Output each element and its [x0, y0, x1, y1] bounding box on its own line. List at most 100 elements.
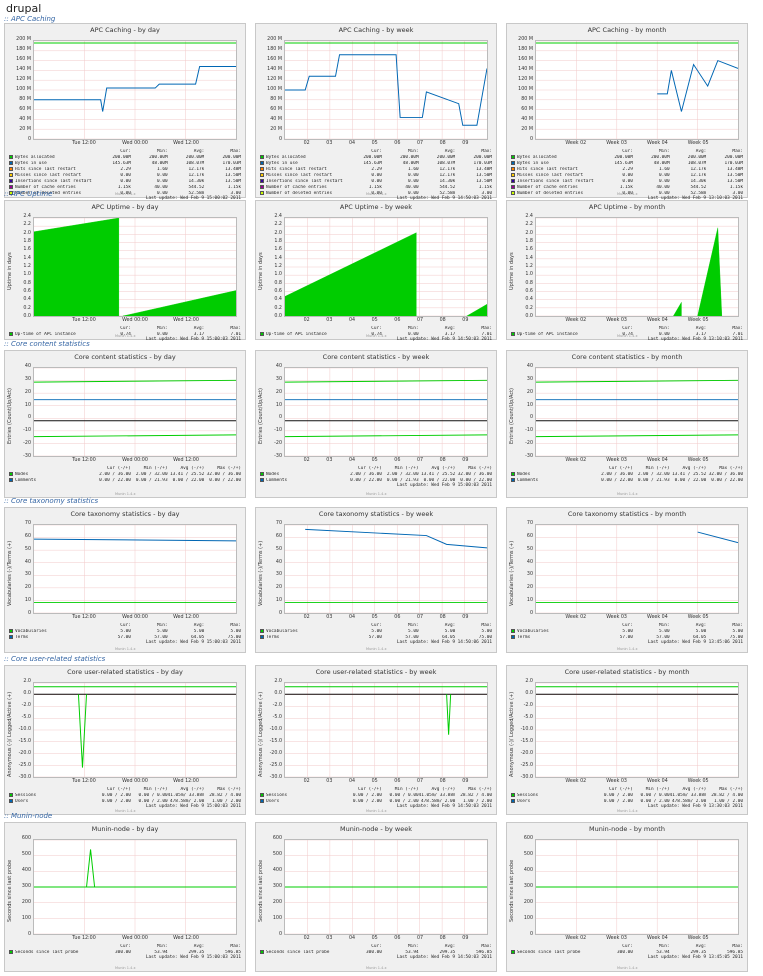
plot-svg — [34, 41, 236, 139]
series-nodes-plus — [285, 379, 487, 383]
y-tick-label: -10.0 — [520, 727, 533, 732]
legend-series-name: Bytes allocated — [517, 154, 557, 160]
legend-column-header: Min (-/+) — [143, 786, 168, 792]
legend-swatch — [511, 167, 515, 171]
y-tick-label: 120 M — [518, 77, 533, 82]
legend-series-name: Insertions since last restart — [15, 178, 92, 184]
y-axis-label: Seconds since last probe — [509, 859, 515, 923]
munin-footer-tag: Munin 1.4.x — [115, 647, 136, 651]
y-tick-label: 1.8 — [274, 239, 282, 244]
legend-swatch — [511, 478, 515, 482]
legend-column-header: Avg: — [695, 148, 707, 154]
series-terms — [305, 528, 487, 549]
y-tick-label: 200 M — [16, 37, 31, 42]
plot-area — [33, 40, 237, 140]
graph-panel[interactable]: Core user-related statistics - by month A… — [506, 665, 748, 815]
plot-svg — [536, 218, 738, 316]
legend-value: 0.00 — [371, 178, 382, 184]
section-title[interactable]: :: Core user-related statistics — [4, 655, 106, 663]
graph-panel[interactable]: Core user-related statistics - by day Ano… — [4, 665, 246, 815]
legend-value: 0.00 — [408, 331, 419, 337]
plot-svg — [34, 525, 236, 613]
x-tick-label: Week 02 — [565, 318, 587, 323]
legend-row: Number of deleted entries 0.00 0.00 52.58m 3… — [260, 190, 492, 196]
graph-panel[interactable]: Core user-related statistics - by week An… — [255, 665, 497, 815]
legend-column-header: Max: — [732, 148, 743, 154]
graph-panel[interactable]: Core taxonomy statistics - by week Vocabu… — [255, 507, 497, 653]
graph-panel[interactable]: Core content statistics - by week Entries… — [255, 350, 497, 498]
y-tick-label: 80 M — [19, 97, 31, 102]
legend-value: 28.82 / 4.00 — [209, 792, 242, 798]
graph-panel[interactable]: Munin-node - by week Seconds since last p… — [255, 822, 497, 972]
legend-value: 1.15k — [729, 184, 744, 190]
legend-value: 0.00 / 0.00 — [389, 792, 419, 798]
legend-row: Insertions since last restart 0.00 0.00 14.… — [511, 178, 743, 184]
y-tick-label: 40 M — [521, 117, 533, 122]
legend-swatch — [511, 191, 515, 195]
graph-panel[interactable]: Core content statistics - by month Entrie… — [506, 350, 748, 498]
y-tick-label: 0 — [278, 415, 282, 421]
legend-value: 5.00 — [481, 628, 493, 634]
graph-panel[interactable]: Munin-node - by month Seconds since last … — [506, 822, 748, 972]
legend-value: 0.00 / 21.93 — [135, 477, 168, 483]
legend: Cur: Min: Avg: Max: Seconds since last probe… — [511, 943, 743, 961]
legend: Cur (-/+) Min (-/+) Avg (-/+) Max (-/+) Sess… — [511, 786, 743, 810]
y-tick-label: 60 — [24, 533, 31, 539]
legend-row: Up-time of APC instance 0.74 0.00 3.17 7.01 — [511, 331, 743, 337]
legend-swatch — [9, 629, 13, 633]
legend: Cur: Min: Avg: Max: Seconds since last probe… — [260, 943, 492, 961]
graph-panel[interactable]: Core taxonomy statistics - by month Vocab… — [506, 507, 748, 653]
legend-value: 0.00 — [371, 190, 382, 196]
x-tick-label: Week 04 — [647, 458, 668, 463]
x-tick-label: 03 — [326, 936, 333, 941]
legend-value: 1.15k — [478, 184, 493, 190]
legend-value: 14.30k — [690, 178, 707, 184]
legend-value: 1.00 / 2.00 — [462, 798, 493, 804]
legend-value: 64.05 — [442, 634, 456, 640]
y-tick-label: 40 — [526, 364, 533, 369]
x-tick-label: 09 — [462, 318, 469, 323]
graph-panel[interactable]: APC Caching - by day 200 M 180 M 160 M 140 M… — [4, 23, 246, 201]
graph-panel[interactable]: Munin-node - by day Seconds since last pr… — [4, 822, 246, 972]
graph-panel[interactable]: APC Caching - by week 200 M 180 M 160 M 140 … — [255, 23, 497, 201]
series-bytes-in-use — [657, 59, 738, 112]
legend-value: 200.00M — [400, 154, 419, 160]
y-tick-label: 40 M — [19, 117, 31, 122]
legend-swatch — [511, 332, 515, 336]
x-tick-label: 03 — [326, 615, 333, 620]
section-title[interactable]: :: Core content statistics — [4, 340, 90, 348]
legend-value: 0.00 — [120, 178, 131, 184]
y-tick-label: 60 — [275, 533, 282, 539]
legend-series-name: Vocabularies — [517, 628, 549, 634]
legend-value: 75.00 — [478, 634, 493, 640]
y-tick-label: -15.0 — [269, 739, 282, 744]
graph-panel[interactable]: APC Caching - by month 200 M 180 M 160 M 140… — [506, 23, 748, 201]
section-title[interactable]: :: Core taxonomy statistics — [4, 497, 99, 505]
graph-panel[interactable]: APC Uptime - by month Uptime in days 2.4 2.… — [506, 200, 748, 342]
graph-panel[interactable]: Core taxonomy statistics - by day Vocabul… — [4, 507, 246, 653]
x-tick-label: 02 — [303, 615, 310, 620]
graph-panel[interactable]: Core content statistics - by day Entries … — [4, 350, 246, 498]
section-title[interactable]: :: APC Caching — [4, 15, 56, 23]
y-tick-label: 60 M — [270, 107, 282, 112]
graph-panel[interactable]: APC Uptime - by day Uptime in days 2.4 2.2 2… — [4, 200, 246, 342]
y-tick-label: 1.4 — [23, 255, 31, 261]
legend-swatch — [260, 629, 264, 633]
y-tick-label: 40 — [275, 559, 282, 565]
section-title[interactable]: :: Munin-node — [4, 812, 53, 820]
section-title[interactable]: :: APC Uptime — [4, 190, 53, 198]
y-tick-label: 2.4 — [525, 214, 533, 219]
y-tick-label: 160 M — [16, 57, 31, 62]
legend-swatch — [9, 185, 13, 189]
y-tick-label: 30 — [526, 376, 533, 382]
legend-value: 13.48M — [727, 166, 744, 172]
y-tick-label: -10.0 — [269, 727, 282, 732]
legend-series-name: Users — [15, 798, 29, 804]
legend-column-header: Avg (-/+) — [431, 786, 456, 792]
legend-value: 0.00 / 2.00 — [603, 798, 633, 804]
series-nodes-minus — [536, 434, 738, 438]
plot-area — [535, 217, 739, 317]
graph-panel[interactable]: APC Uptime - by week Uptime in days 2.4 2.2… — [255, 200, 497, 342]
legend-column-header: Max: — [732, 622, 743, 628]
y-tick-label: -30.0 — [269, 775, 282, 780]
